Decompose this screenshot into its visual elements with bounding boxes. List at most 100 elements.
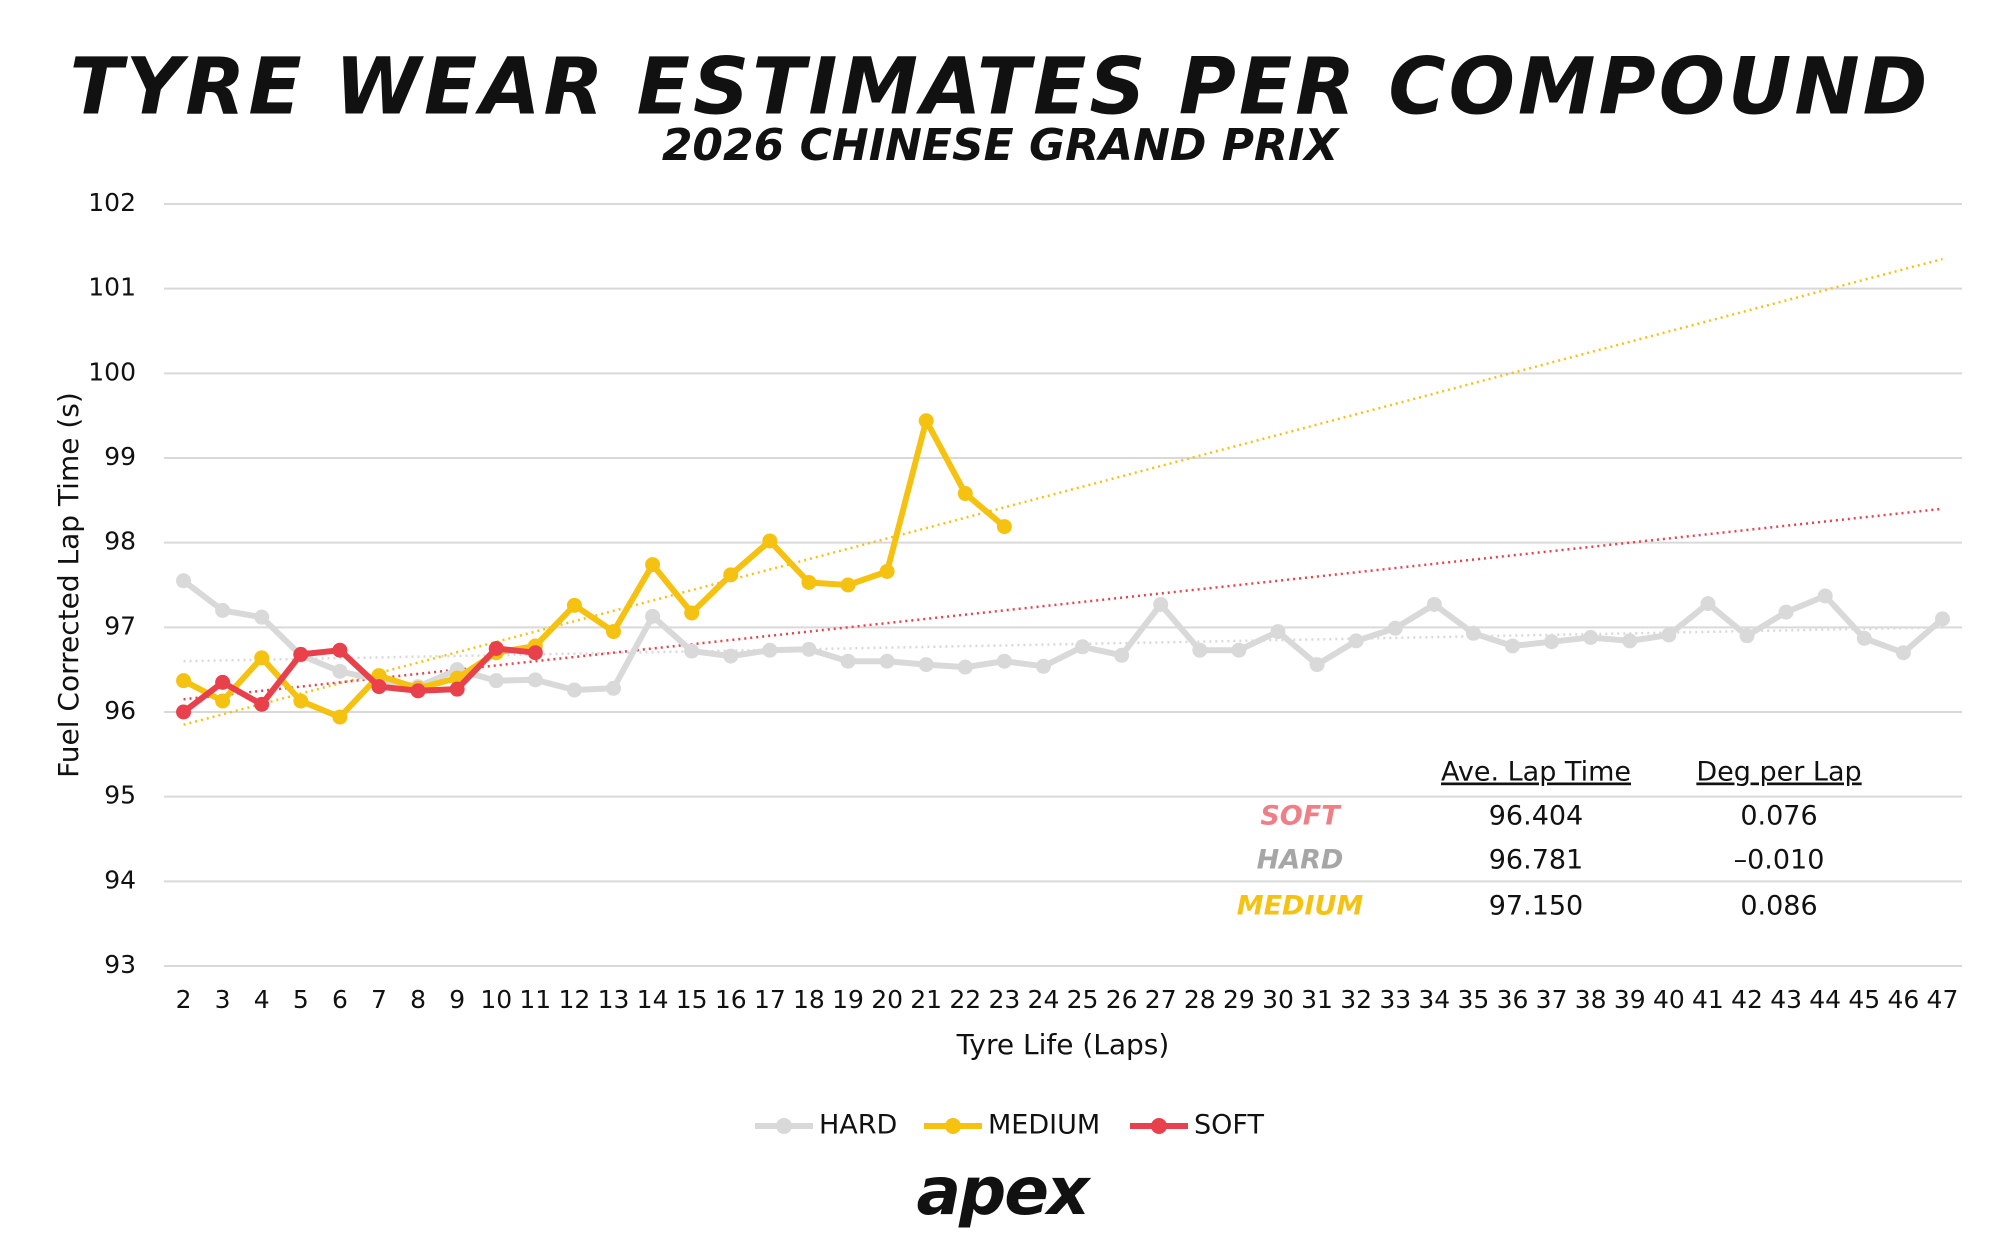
x-tick-label: 25 — [1067, 985, 1099, 1014]
y-tick-label: 95 — [104, 781, 136, 810]
y-tick-label: 96 — [104, 696, 136, 725]
y-tick-label: 97 — [104, 611, 136, 640]
x-tick-label: 15 — [676, 985, 708, 1014]
data-point — [996, 519, 1012, 535]
x-tick-label: 5 — [293, 985, 309, 1014]
y-tick-label: 102 — [88, 188, 136, 217]
x-tick-label: 29 — [1223, 985, 1255, 1014]
data-point — [293, 693, 309, 709]
data-point — [840, 653, 856, 669]
x-tick-label: 3 — [215, 985, 231, 1014]
y-tick-label: 99 — [104, 442, 136, 471]
x-tick-label: 44 — [1809, 985, 1841, 1014]
data-point — [1505, 638, 1520, 654]
data-point — [1934, 611, 1950, 627]
data-point — [879, 653, 895, 669]
x-tick-label: 26 — [1106, 985, 1138, 1014]
data-point — [1465, 625, 1481, 641]
data-point — [1817, 588, 1833, 604]
y-tick-label: 94 — [104, 865, 136, 894]
x-tick-label: 33 — [1379, 985, 1411, 1014]
legend-label: SOFT — [1194, 1110, 1264, 1141]
legend-marker — [776, 1118, 792, 1134]
x-tick-label: 32 — [1340, 985, 1372, 1014]
x-tick-label: 31 — [1301, 985, 1333, 1014]
data-point — [176, 673, 192, 689]
x-tick-label: 10 — [480, 985, 512, 1014]
x-tick-label: 27 — [1145, 985, 1177, 1014]
data-point — [449, 681, 465, 697]
data-point — [176, 704, 192, 720]
table-cell: 96.781 — [1489, 845, 1583, 876]
data-point — [762, 533, 778, 549]
legend-marker — [1151, 1118, 1167, 1134]
data-point — [371, 679, 387, 695]
data-point — [1583, 629, 1599, 645]
table-header: Deg per Lap — [1696, 757, 1861, 788]
data-point — [566, 682, 582, 698]
data-point — [1075, 639, 1091, 655]
table-header: Ave. Lap Time — [1441, 757, 1631, 788]
x-tick-label: 46 — [1887, 985, 1919, 1014]
data-point — [1544, 634, 1560, 650]
x-tick-label: 4 — [254, 985, 270, 1014]
x-tick-label: 16 — [715, 985, 747, 1014]
x-tick-label: 36 — [1497, 985, 1529, 1014]
data-point — [996, 653, 1012, 669]
legend-label: MEDIUM — [988, 1110, 1100, 1141]
data-point — [1778, 604, 1794, 620]
series-line — [181, 578, 1945, 693]
data-point — [801, 641, 817, 657]
data-point — [488, 641, 504, 656]
x-tick-label: 24 — [1028, 985, 1060, 1014]
table-row-label: MEDIUM — [1237, 891, 1364, 922]
x-tick-label: 20 — [871, 985, 903, 1014]
data-point — [1270, 624, 1286, 640]
x-tick-label: 8 — [410, 985, 426, 1014]
logo: apex — [916, 1153, 1092, 1230]
x-tick-label: 34 — [1418, 985, 1450, 1014]
data-point — [215, 674, 231, 690]
data-point — [918, 413, 934, 429]
legend-label: HARD — [819, 1110, 897, 1141]
x-tick-label: 38 — [1575, 985, 1607, 1014]
y-tick-label: 100 — [88, 357, 136, 386]
data-point — [566, 597, 582, 613]
data-point — [684, 605, 700, 621]
data-point — [215, 693, 231, 709]
data-point — [1426, 596, 1442, 612]
data-point — [1231, 642, 1247, 658]
x-tick-label: 12 — [559, 985, 591, 1014]
data-point — [723, 567, 739, 583]
data-point — [254, 650, 270, 666]
x-tick-label: 14 — [637, 985, 669, 1014]
data-point — [1348, 633, 1364, 649]
x-tick-label: 28 — [1184, 985, 1216, 1014]
data-point — [332, 709, 348, 725]
data-point — [684, 643, 700, 659]
x-tick-label: 30 — [1262, 985, 1294, 1014]
data-point — [1661, 627, 1677, 643]
x-tick-label: 7 — [371, 985, 387, 1014]
table-cell: 0.076 — [1740, 801, 1817, 832]
data-point — [332, 642, 348, 658]
data-point — [176, 573, 192, 589]
series-line — [181, 645, 536, 715]
series-line — [182, 417, 1007, 721]
x-tick-label: 35 — [1458, 985, 1490, 1014]
x-tick-label: 2 — [176, 985, 192, 1014]
chart-title: TYRE WEAR ESTIMATES PER COMPOUND — [70, 42, 1931, 132]
x-tick-label: 45 — [1848, 985, 1880, 1014]
data-point — [1114, 647, 1130, 663]
x-tick-label: 17 — [754, 985, 786, 1014]
data-point — [254, 609, 270, 625]
x-tick-label: 42 — [1731, 985, 1763, 1014]
x-tick-label: 13 — [598, 985, 630, 1014]
data-point — [1035, 658, 1051, 674]
x-tick-label: 18 — [793, 985, 825, 1014]
table-cell: 96.404 — [1489, 801, 1583, 832]
data-point — [488, 673, 504, 689]
x-tick-label: 22 — [949, 985, 981, 1014]
data-point — [1739, 628, 1755, 644]
data-point — [254, 696, 270, 712]
